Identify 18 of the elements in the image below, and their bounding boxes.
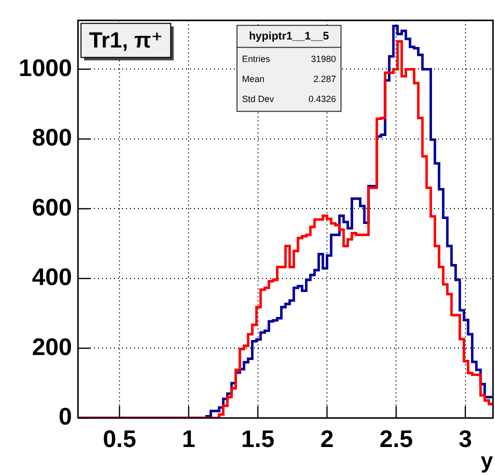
- y-tick-label: 600: [32, 194, 72, 222]
- x-tick-label: 1.5: [241, 426, 275, 454]
- x-tick-label: 2: [320, 426, 334, 454]
- y-tick-label: 800: [32, 124, 72, 152]
- annotation: hypiptr1__1__5: [248, 30, 330, 42]
- y-tick-label: 200: [32, 334, 72, 361]
- annotation: Tr1, π⁺: [89, 27, 163, 52]
- x-axis-title: y: [480, 448, 494, 474]
- text: Mean 2.287: [242, 74, 336, 84]
- x-tick-label: 2.5: [379, 426, 413, 454]
- y-tick-label: 0: [58, 404, 72, 431]
- text: Entries 31980: [242, 54, 336, 64]
- y-tick-label: 400: [32, 264, 72, 292]
- x-tick-label: 3: [458, 426, 472, 454]
- x-tick-label: 1: [182, 426, 196, 454]
- text: Std Dev 0.4326: [242, 94, 336, 104]
- y-tick-label: 1000: [18, 54, 72, 82]
- x-tick-label: 0.5: [102, 426, 136, 454]
